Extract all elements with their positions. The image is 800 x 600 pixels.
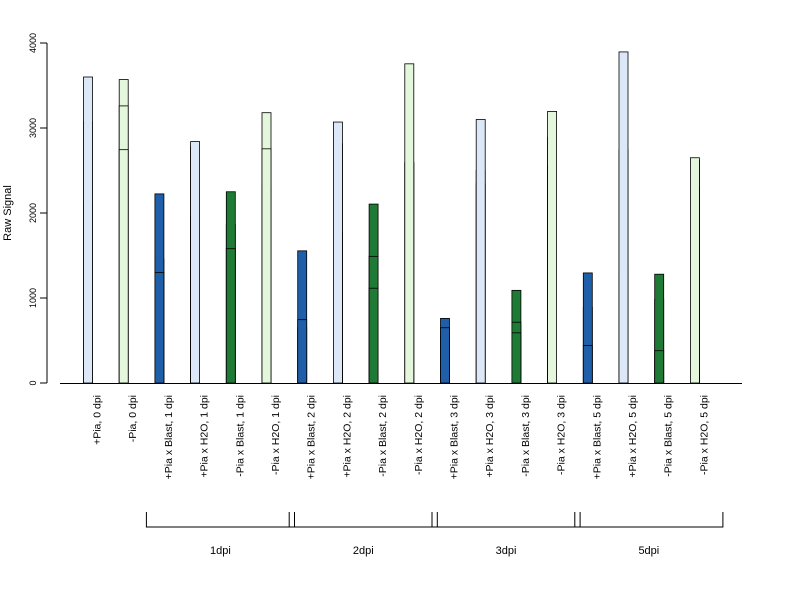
category-label: -Pia x H2O, 5 dpi (698, 395, 710, 475)
bar (332, 121, 343, 384)
category-label: +Pia x H2O, 1 dpi (199, 395, 211, 478)
bar (118, 149, 129, 384)
category-label: -Pia x Blast, 1 dpi (234, 395, 246, 477)
category-label: +Pia x Blast, 1 dpi (163, 395, 175, 479)
category-label: -Pia x Blast, 2 dpi (377, 395, 389, 477)
group-bracket (431, 512, 581, 528)
category-label: -Pia, 0 dpi (127, 395, 139, 442)
group-bracket (574, 512, 724, 528)
y-tick-label: 3000 (28, 118, 38, 138)
bar (547, 111, 557, 384)
bar (154, 272, 165, 384)
category-label: +Pia x Blast, 5 dpi (591, 395, 603, 479)
group-label: 2dpi (353, 545, 374, 557)
y-axis: 0 1000 2000 3000 4000 (28, 33, 48, 386)
y-tick-label: 0 (28, 380, 38, 385)
bar (654, 350, 665, 384)
bar (618, 51, 629, 384)
y-tick-label: 2000 (28, 203, 38, 223)
bar (475, 119, 486, 384)
bar (368, 287, 379, 384)
y-tick-label: 1000 (28, 288, 38, 308)
group-bracket (288, 512, 438, 528)
group-label: 1dpi (210, 545, 231, 557)
category-label: -Pia x Blast, 3 dpi (520, 395, 532, 477)
bar (690, 157, 700, 384)
y-axis-label: Raw Signal (2, 185, 14, 241)
bar (582, 345, 593, 384)
group-brackets: 1dpi 2dpi 3dpi 5dpi (145, 512, 724, 557)
category-label: +Pia x Blast, 3 dpi (449, 395, 461, 479)
y-tick-label: 4000 (28, 33, 38, 53)
group-label: 5dpi (638, 545, 659, 557)
category-label: -Pia x H2O, 1 dpi (270, 395, 282, 475)
bar (225, 248, 236, 384)
bar (190, 141, 201, 384)
category-labels: +Pia, 0 dpi -Pia, 0 dpi +Pia x Blast, 1 dp… (92, 395, 711, 479)
group-label: 3dpi (496, 545, 517, 557)
category-label: +Pia x H2O, 5 dpi (627, 395, 639, 478)
bar (261, 148, 272, 384)
category-label: -Pia x H2O, 2 dpi (413, 395, 425, 475)
group-bracket (145, 512, 295, 528)
category-label: +Pia x H2O, 3 dpi (484, 395, 496, 478)
bar (404, 63, 415, 384)
category-label: -Pia x H2O, 3 dpi (556, 395, 568, 475)
category-label: -Pia x Blast, 5 dpi (663, 395, 675, 477)
category-label: +Pia x Blast, 2 dpi (306, 395, 318, 479)
category-label: +Pia, 0 dpi (92, 395, 104, 445)
bars-layer (83, 51, 700, 384)
bar (83, 76, 93, 384)
bar (511, 332, 522, 384)
category-label: +Pia x H2O, 2 dpi (341, 395, 353, 478)
bar (297, 319, 308, 384)
bar (440, 327, 450, 384)
